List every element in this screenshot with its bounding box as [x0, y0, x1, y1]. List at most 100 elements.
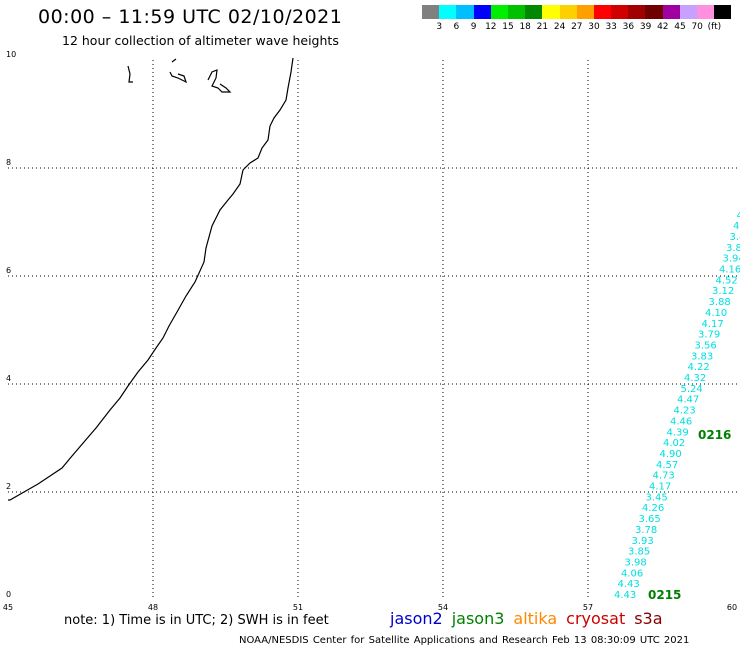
y-tick-label: 0 [6, 590, 12, 599]
legend-label: 21 [536, 22, 549, 32]
legend-swatch [576, 5, 594, 19]
swh-value: 4.46 [670, 416, 692, 427]
legend-label: 70 [691, 22, 703, 32]
swh-value: 3.88 [709, 297, 731, 308]
satellite-name: cryosat [566, 609, 626, 628]
swh-value: 3.87 [726, 243, 740, 254]
legend-label: 12 [485, 22, 497, 32]
footer-credit: NOAA/NESDIS Center for Satellite Applica… [239, 635, 690, 646]
swh-value: 4.47 [677, 395, 699, 406]
map-title: 00:00 – 11:59 UTC 02/10/2021 [38, 6, 343, 28]
legend-swatch [525, 5, 543, 19]
legend-swatch [542, 5, 560, 19]
swh-value: 4.17 [649, 482, 671, 493]
swh-value: 3.65 [639, 514, 661, 525]
swh-value: 3.12 [712, 286, 734, 297]
x-tick-label: 45 [2, 603, 14, 612]
legend-label: 18 [519, 22, 531, 32]
legend-label: (ft) [707, 22, 722, 32]
swh-value: 3.85 [628, 547, 650, 558]
swh-value: 4.32 [684, 373, 706, 384]
swh-value: 3.45 [646, 492, 668, 503]
legend-swatch [628, 5, 646, 19]
x-tick-label: 54 [437, 603, 449, 612]
y-tick-label: 6 [6, 266, 12, 275]
legend-swatch [714, 5, 732, 19]
island-2 [169, 58, 188, 84]
color-legend-labels: 3 6 9 12 15 18 21 24 27 30 33 36 39 42 45 70 (ft) [422, 22, 740, 34]
satellite-legend: jason2 jason3 altika cryosat s3a [390, 609, 672, 628]
legend-label: 30 [588, 22, 600, 32]
swh-value: 4.90 [660, 449, 682, 460]
legend-swatch [662, 5, 680, 19]
legend-label: 9 [470, 22, 477, 32]
legend-swatch [611, 5, 629, 19]
swh-value: 3.78 [635, 525, 657, 536]
legend-label: 24 [553, 22, 566, 32]
legend-swatch [507, 5, 526, 19]
legend-label: 36 [622, 22, 635, 32]
legend-swatch [422, 5, 440, 19]
legend-swatch [473, 5, 491, 19]
swh-value: 4.43 [614, 590, 636, 601]
swh-value: 4.06 [621, 568, 643, 579]
legend-swatch [679, 5, 697, 19]
x-tick-label: 48 [147, 603, 159, 612]
swh-value: 4.39 [667, 427, 689, 438]
swh-value: 3.56 [695, 340, 717, 351]
legend-swatch [439, 5, 457, 19]
legend-swatch [697, 5, 715, 19]
legend-label: 15 [502, 22, 514, 32]
legend-swatch [645, 5, 663, 19]
legend-label: 39 [639, 22, 652, 32]
track-time-label: 0215 [648, 588, 681, 602]
swh-value: 3.85 [730, 232, 740, 243]
y-tick-label: 4 [6, 374, 12, 383]
swh-value: 4.18 [733, 221, 740, 232]
legend-label: 27 [571, 22, 583, 32]
legend-swatch [456, 5, 474, 19]
satellite-name: jason3 [451, 609, 505, 628]
color-legend [422, 5, 732, 19]
island-3 [207, 69, 232, 93]
swh-value: 3.93 [632, 536, 654, 547]
swh-value: 4.10 [705, 308, 727, 319]
swh-value: 4.52 [716, 275, 738, 286]
swh-track: 4.434.434.063.983.853.933.783.654.263.45… [614, 210, 740, 601]
track-time-label: 0216 [698, 428, 731, 442]
time-labels: 0215 0216 [648, 428, 731, 602]
swh-value: 4.02 [663, 438, 685, 449]
satellite-name: jason2 [390, 609, 443, 628]
map-subtitle: 12 hour collection of altimeter wave hei… [62, 33, 339, 48]
swh-value: 4.26 [642, 503, 664, 514]
x-tick-label: 51 [292, 603, 304, 612]
swh-value: 4.22 [737, 210, 740, 221]
legend-label: 6 [453, 22, 460, 32]
satellite-name: s3a [634, 609, 663, 628]
legend-label: 3 [436, 22, 443, 32]
swh-value: 5.24 [681, 384, 703, 395]
note-text: note: 1) Time is in UTC; 2) SWH is in fe… [64, 613, 329, 628]
gridlines [8, 60, 740, 600]
island-1 [127, 65, 133, 83]
swh-value: 4.57 [656, 460, 678, 471]
swh-value: 3.83 [691, 351, 713, 362]
legend-label: 33 [605, 22, 617, 32]
coastline [8, 57, 294, 501]
swh-value: 4.22 [688, 362, 710, 373]
legend-swatch [593, 5, 612, 19]
swh-value: 4.17 [702, 319, 724, 330]
y-tick-label: 8 [6, 158, 12, 167]
swh-value: 4.16 [719, 265, 740, 276]
swh-value: 4.23 [674, 406, 696, 417]
x-tick-label: 60 [726, 603, 738, 612]
swh-value: 4.73 [653, 471, 675, 482]
swh-value: 4.43 [618, 579, 640, 590]
y-tick-label: 2 [6, 482, 12, 491]
legend-label: 42 [657, 22, 669, 32]
swh-value: 3.94 [723, 254, 740, 265]
satellite-name: altika [513, 609, 558, 628]
legend-label: 45 [674, 22, 686, 32]
legend-swatch [490, 5, 508, 19]
